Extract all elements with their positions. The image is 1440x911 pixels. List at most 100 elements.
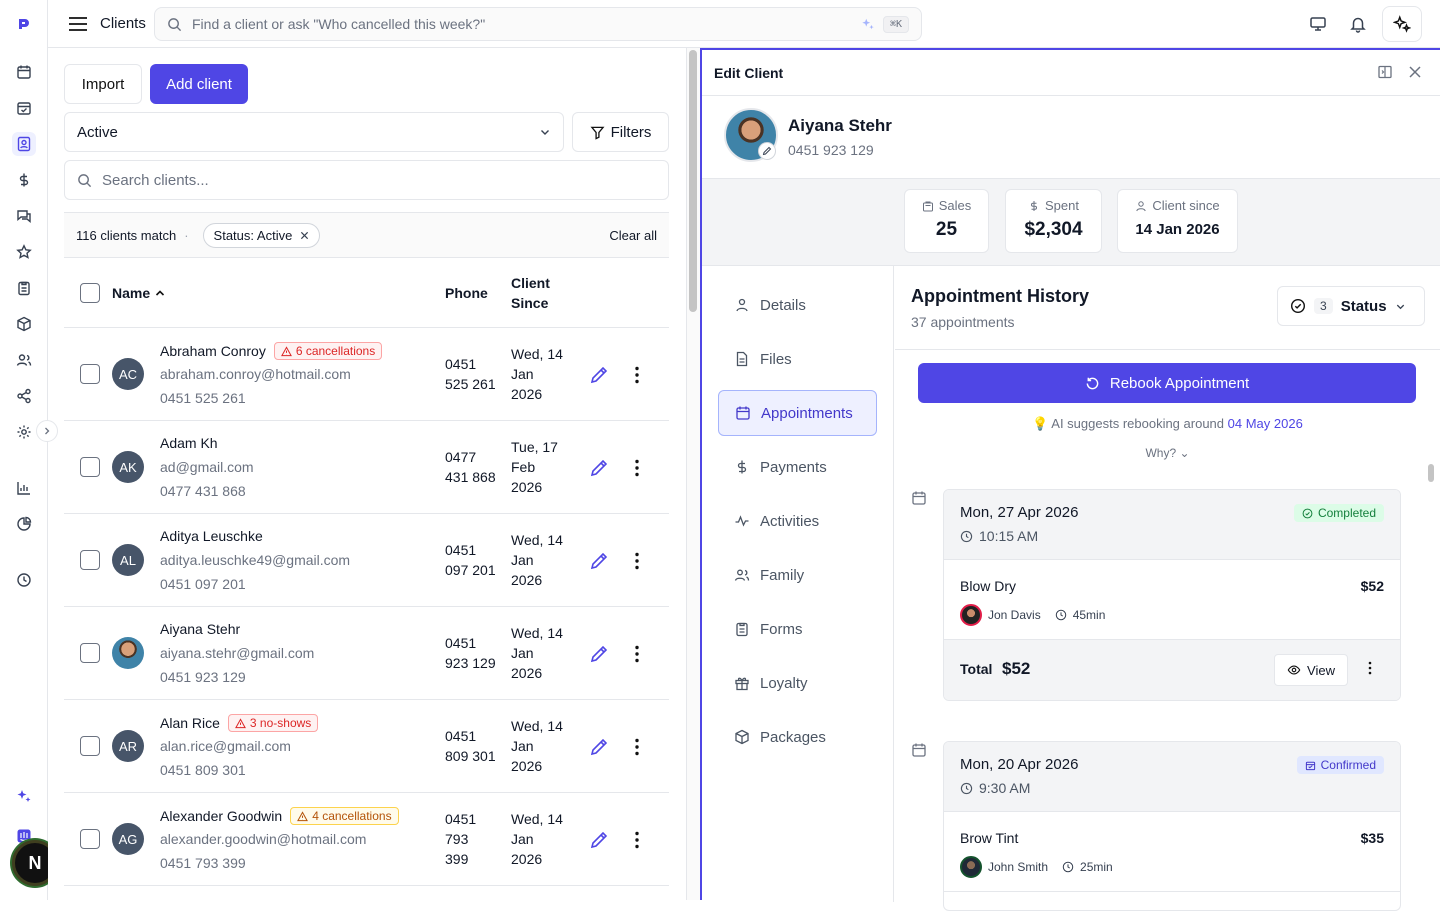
expand-panel-icon[interactable] (1376, 63, 1394, 81)
tab-activities[interactable]: Activities (718, 498, 877, 544)
reports-icon[interactable] (12, 476, 36, 500)
client-name[interactable]: Adam Kh (160, 435, 218, 451)
pencil-icon[interactable] (588, 457, 610, 479)
more-vertical-icon[interactable] (626, 364, 648, 386)
ai-assistant-button[interactable] (1382, 6, 1422, 42)
more-vertical-icon[interactable] (626, 550, 648, 572)
share-icon[interactable] (12, 384, 36, 408)
client-name[interactable]: Alan Rice 3 no-shows (160, 714, 319, 732)
tab-forms[interactable]: Forms (718, 606, 877, 652)
client-name-text: Abraham Conroy (160, 343, 266, 359)
intercom-icon[interactable] (12, 824, 36, 848)
clear-all-button[interactable]: Clear all (609, 227, 657, 243)
close-icon[interactable] (1406, 63, 1424, 81)
pencil-icon[interactable] (588, 364, 610, 386)
more-vertical-icon[interactable] (626, 736, 648, 758)
pencil-icon[interactable] (588, 643, 610, 665)
appointment-card[interactable]: Mon, 27 Apr 2026 10:15 AM Completed Blow… (943, 489, 1401, 701)
messages-icon[interactable] (12, 204, 36, 228)
tab-label: Loyalty (760, 674, 808, 692)
tab-loyalty[interactable]: Loyalty (718, 660, 877, 706)
client-email: alan.rice@gmail.com (160, 738, 291, 754)
panel-scrollbar[interactable] (1428, 464, 1434, 482)
more-vertical-icon[interactable] (626, 829, 648, 851)
calendar-icon[interactable] (12, 60, 36, 84)
row-checkbox[interactable] (80, 829, 100, 849)
client-search-input[interactable]: Search clients... (64, 160, 669, 200)
list-scrollbar[interactable] (689, 50, 697, 312)
client-name[interactable]: Abraham Conroy 6 cancellations (160, 342, 383, 360)
edit-avatar-button[interactable] (758, 142, 776, 160)
table-row[interactable]: AK Adam Kh ad@gmail.com 0477 431 868 047… (64, 421, 669, 514)
tab-details[interactable]: Details (718, 282, 877, 328)
more-vertical-icon[interactable] (626, 457, 648, 479)
history-icon[interactable] (12, 568, 36, 592)
package-icon[interactable] (12, 312, 36, 336)
calendar-check-icon[interactable] (12, 96, 36, 120)
client-phone: 0451 923 129 (445, 633, 505, 673)
row-checkbox[interactable] (80, 550, 100, 570)
tab-family[interactable]: Family (718, 552, 877, 598)
filter-chip[interactable]: Status: Active (202, 222, 321, 248)
row-checkbox[interactable] (80, 643, 100, 663)
client-phone: 0477 431 868 (445, 447, 505, 487)
global-search-input[interactable]: Find a client or ask "Who cancelled this… (154, 7, 922, 41)
row-checkbox[interactable] (80, 457, 100, 477)
shopping-bag-icon (922, 201, 933, 211)
tab-packages[interactable]: Packages (718, 714, 877, 760)
table-row[interactable]: Aiyana Stehr aiyana.stehr@gmail.com 0451… (64, 607, 669, 700)
status-filter-button[interactable]: 3 Status (1277, 286, 1425, 326)
table-row[interactable]: AC Abraham Conroy 6 cancellations abraham… (64, 328, 669, 421)
status-select[interactable]: Active (64, 112, 564, 152)
settings-icon[interactable] (12, 420, 36, 444)
more-vertical-icon[interactable] (626, 643, 648, 665)
client-since: Wed, 14 Jan 2026 (511, 623, 571, 683)
table-row[interactable]: AR Alan Rice 3 no-shows alan.rice@gmail.c… (64, 700, 669, 793)
client-name[interactable]: Aiyana Stehr (160, 621, 240, 637)
monitor-icon[interactable] (1306, 12, 1330, 36)
pencil-icon[interactable] (588, 736, 610, 758)
add-client-button[interactable]: Add client (150, 64, 248, 104)
clipboard-icon[interactable] (12, 276, 36, 300)
phone-column-header[interactable]: Phone (445, 284, 488, 301)
since-column-header[interactable]: Client Since (511, 273, 550, 313)
cancellations-badge: 6 cancellations (273, 342, 383, 360)
row-checkbox[interactable] (80, 736, 100, 756)
table-row[interactable]: AL Aditya Leuschke aditya.leuschke49@gma… (64, 514, 669, 607)
expand-sidebar-button[interactable] (36, 420, 58, 442)
separator-dot: · (184, 227, 189, 243)
view-appointment-button[interactable]: View (1274, 654, 1348, 686)
tab-payments[interactable]: Payments (718, 444, 877, 490)
ai-sparkles-icon[interactable] (12, 784, 36, 808)
select-all-checkbox[interactable] (80, 282, 100, 303)
pie-chart-icon[interactable] (12, 512, 36, 536)
pencil-icon[interactable] (588, 550, 610, 572)
tab-files[interactable]: Files (718, 336, 877, 382)
app-logo-icon[interactable] (12, 12, 36, 36)
close-icon[interactable] (300, 231, 309, 240)
appointment-card[interactable]: Mon, 20 Apr 2026 9:30 AM Confirmed Brow … (943, 741, 1401, 911)
bell-icon[interactable] (1346, 12, 1370, 36)
row-checkbox[interactable] (80, 364, 100, 384)
rebook-appointment-button[interactable]: Rebook Appointment (918, 363, 1416, 403)
since-line: 2026 (511, 479, 543, 495)
name-column-header[interactable]: Name (112, 285, 166, 301)
more-vertical-icon[interactable] (1362, 660, 1378, 676)
import-button[interactable]: Import (64, 64, 142, 104)
phone-line: 923 129 (445, 655, 496, 671)
clients-icon[interactable] (12, 132, 36, 156)
client-name[interactable]: Aditya Leuschke (160, 528, 263, 544)
menu-icon[interactable] (68, 14, 88, 34)
star-icon[interactable] (12, 240, 36, 264)
dollar-icon[interactable] (12, 168, 36, 192)
team-icon[interactable] (12, 348, 36, 372)
pencil-icon[interactable] (588, 829, 610, 851)
why-toggle[interactable]: Why? ⌄ (895, 446, 1440, 460)
phone-line: 0477 (445, 449, 477, 465)
tab-appointments[interactable]: Appointments (718, 390, 877, 436)
sort-asc-icon (156, 289, 165, 296)
filters-button[interactable]: Filters (572, 112, 669, 152)
client-phone-secondary: 0477 431 868 (160, 483, 246, 499)
client-name[interactable]: Alexander Goodwin 4 cancellations (160, 807, 399, 825)
table-row[interactable]: AG Alexander Goodwin 4 cancellations alex… (64, 793, 669, 886)
